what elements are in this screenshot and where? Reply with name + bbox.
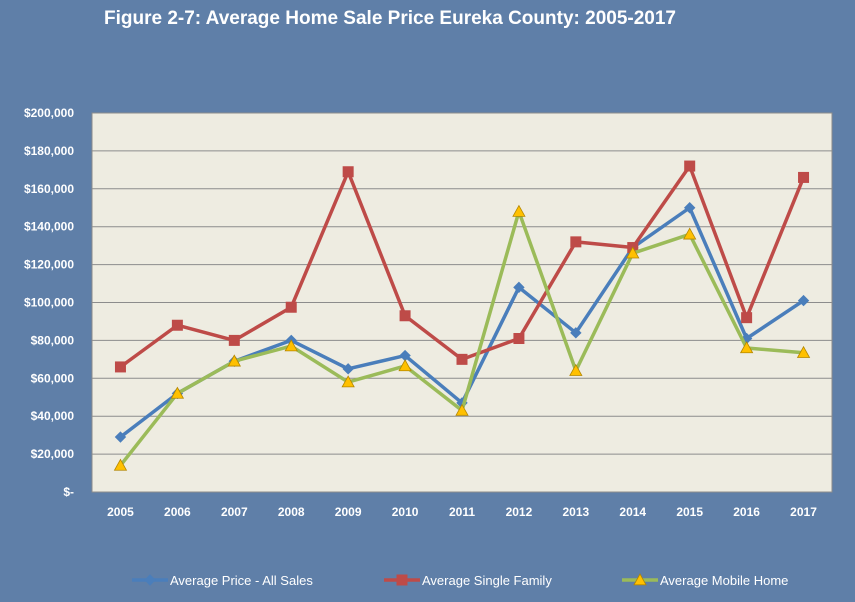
data-point <box>114 361 126 373</box>
legend-label: Average Price - All Sales <box>170 573 313 588</box>
y-tick-label: $120,000 <box>24 258 74 272</box>
data-point <box>797 294 810 307</box>
x-tick-label: 2006 <box>164 505 191 519</box>
x-tick-label: 2014 <box>619 505 646 519</box>
legend-marker <box>144 574 156 586</box>
y-tick-label: $60,000 <box>31 371 75 385</box>
y-tick-label: $- <box>63 485 74 499</box>
data-point <box>569 363 583 376</box>
chart-title: Figure 2-7: Average Home Sale Price Eure… <box>103 8 676 29</box>
legend-marker <box>396 574 408 586</box>
x-tick-label: 2012 <box>506 505 533 519</box>
data-point <box>228 334 240 346</box>
data-point <box>456 353 468 365</box>
legend-label: Average Mobile Home <box>660 573 788 588</box>
data-point <box>796 345 811 358</box>
y-tick-label: $140,000 <box>24 220 74 234</box>
data-point <box>398 359 412 372</box>
data-point <box>798 171 810 183</box>
data-point <box>171 319 183 331</box>
data-point <box>512 204 526 217</box>
data-point <box>114 431 127 443</box>
data-point <box>739 341 754 354</box>
data-point <box>626 246 640 259</box>
x-tick-label: 2009 <box>335 505 362 519</box>
data-point <box>113 458 128 471</box>
x-tick-label: 2015 <box>676 505 703 519</box>
data-point <box>342 166 354 178</box>
data-point <box>684 160 696 172</box>
x-tick-label: 2017 <box>790 505 817 519</box>
x-tick-label: 2007 <box>221 505 248 519</box>
y-tick-label: $100,000 <box>24 296 74 310</box>
data-point <box>513 281 525 294</box>
x-tick-label: 2016 <box>733 505 760 519</box>
data-point <box>455 403 469 416</box>
legend-marker <box>633 573 647 586</box>
y-tick-label: $80,000 <box>31 333 75 347</box>
data-point <box>284 339 298 352</box>
y-tick-label: $40,000 <box>31 409 75 423</box>
x-tick-label: 2008 <box>278 505 305 519</box>
y-tick-label: $200,000 <box>24 106 74 120</box>
y-tick-label: $20,000 <box>31 447 75 461</box>
data-point <box>227 354 241 367</box>
data-point <box>570 327 582 339</box>
data-point <box>399 310 411 322</box>
x-tick-label: 2011 <box>449 505 475 519</box>
data-point <box>683 202 696 214</box>
data-point <box>342 363 354 375</box>
data-point <box>513 333 525 345</box>
x-tick-label: 2005 <box>107 505 134 519</box>
y-tick-label: $160,000 <box>24 182 74 196</box>
y-tick-label: $180,000 <box>24 144 74 158</box>
data-point <box>683 227 697 240</box>
data-point <box>341 375 355 388</box>
data-point <box>570 236 582 248</box>
x-tick-label: 2010 <box>392 505 419 519</box>
legend-label: Average Single Family <box>422 573 552 588</box>
x-tick-label: 2013 <box>562 505 589 519</box>
data-point <box>741 312 753 324</box>
data-point <box>285 301 297 313</box>
data-point <box>170 386 185 399</box>
